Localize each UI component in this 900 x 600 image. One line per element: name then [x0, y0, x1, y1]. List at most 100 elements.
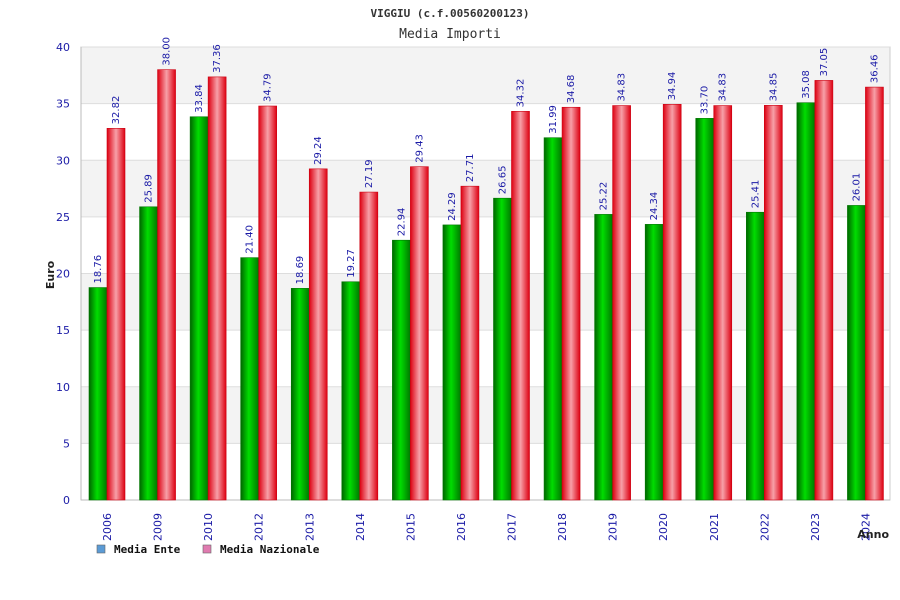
bar	[139, 206, 158, 501]
data-label: 18.76	[93, 255, 104, 284]
x-axis-title: Anno	[857, 528, 889, 541]
bar	[308, 168, 328, 501]
data-label: 34.85	[768, 73, 779, 102]
data-label: 34.68	[566, 75, 577, 104]
bar	[713, 105, 733, 501]
data-label: 22.94	[396, 208, 407, 237]
legend-label: Media Nazionale	[220, 543, 320, 556]
legend-swatch	[202, 544, 212, 554]
data-label: 34.83	[718, 73, 729, 102]
data-label: 35.08	[801, 70, 812, 99]
chart-subtitle: Media Importi	[399, 27, 501, 42]
bar	[764, 105, 783, 501]
bars	[88, 69, 884, 501]
x-tick-label: 2016	[455, 513, 468, 541]
data-label: 24.29	[447, 192, 458, 221]
bar	[442, 224, 462, 501]
data-label: 26.65	[498, 166, 509, 195]
bar	[543, 137, 563, 501]
bar	[814, 80, 834, 501]
bar	[644, 224, 664, 501]
data-label: 27.71	[465, 154, 476, 183]
bar	[240, 257, 259, 501]
bar	[865, 86, 884, 501]
bar	[695, 118, 715, 501]
y-tick-label: 15	[56, 324, 70, 337]
x-tick-label: 2014	[354, 513, 367, 541]
data-label: 19.27	[346, 249, 357, 278]
data-label: 33.70	[700, 86, 711, 115]
y-axis: 0 5 10 15 20 25 30 35 40	[56, 41, 70, 507]
data-label: 34.32	[516, 79, 527, 108]
data-label: 34.79	[263, 73, 274, 102]
chart-title: VIGGIU (c.f.00560200123)	[371, 7, 530, 20]
data-label: 34.83	[617, 73, 628, 102]
bar	[157, 69, 176, 501]
bar	[207, 76, 227, 501]
bar	[290, 288, 310, 501]
value-labels: 18.76 32.82 25.89 38.00 33.84 37.36 21.40 34.79…	[93, 37, 880, 284]
data-label: 38.00	[162, 37, 173, 66]
x-tick-label: 2006	[101, 513, 114, 541]
bar	[88, 287, 108, 501]
x-tick-label: 2019	[607, 513, 620, 541]
data-label: 36.46	[869, 54, 880, 83]
x-tick-label: 2018	[556, 513, 569, 541]
data-label: 21.40	[245, 225, 256, 254]
data-label: 25.41	[750, 180, 761, 209]
bar	[561, 106, 581, 501]
bar	[258, 105, 277, 501]
data-label: 27.19	[364, 159, 375, 188]
data-label: 37.36	[212, 44, 223, 73]
bar	[106, 128, 126, 501]
data-label: 25.22	[599, 182, 610, 211]
bar	[460, 185, 480, 501]
bar	[847, 205, 866, 501]
data-label: 26.01	[851, 173, 862, 202]
y-tick-label: 10	[56, 381, 70, 394]
data-label: 29.43	[414, 134, 425, 163]
y-tick-label: 5	[63, 437, 70, 450]
data-label: 25.89	[144, 174, 155, 203]
bar	[796, 102, 816, 501]
x-tick-label: 2017	[506, 513, 519, 541]
x-tick-label: 2020	[657, 513, 670, 541]
x-tick-label: 2015	[404, 513, 417, 541]
x-tick-label: 2021	[708, 513, 721, 541]
legend-label: Media Ente	[114, 543, 181, 556]
x-tick-label: 2009	[152, 513, 165, 541]
bar	[594, 214, 613, 501]
x-axis: 2006 2009 2010 2012 2013 2014 2015 2016 2017 2018…	[101, 513, 872, 541]
bar	[493, 197, 512, 501]
bar	[746, 211, 765, 501]
y-tick-label: 35	[56, 98, 70, 111]
data-label: 33.84	[194, 84, 205, 113]
x-tick-label: 2010	[202, 513, 215, 541]
y-axis-title: Euro	[44, 260, 57, 289]
bar	[189, 116, 209, 501]
y-tick-label: 0	[63, 494, 70, 507]
data-label: 37.05	[819, 48, 830, 77]
bar	[612, 105, 631, 501]
legend-swatch	[96, 544, 106, 554]
bar	[662, 104, 682, 501]
data-label: 29.24	[313, 136, 324, 165]
x-tick-label: 2022	[758, 513, 771, 541]
x-tick-label: 2012	[253, 513, 266, 541]
y-tick-label: 40	[56, 41, 70, 54]
bar	[341, 281, 361, 501]
data-label: 34.94	[667, 72, 678, 101]
y-tick-label: 25	[56, 211, 70, 224]
x-tick-label: 2013	[303, 513, 316, 541]
y-tick-label: 30	[56, 154, 70, 167]
bar	[359, 191, 379, 501]
data-label: 32.82	[111, 96, 122, 125]
data-label: 24.34	[649, 192, 660, 221]
legend: Media Ente Media Nazionale	[96, 543, 320, 556]
x-tick-label: 2023	[809, 513, 822, 541]
data-label: 18.69	[295, 256, 306, 285]
data-label: 31.99	[548, 105, 559, 134]
bar	[410, 166, 429, 501]
y-tick-label: 20	[56, 268, 70, 281]
